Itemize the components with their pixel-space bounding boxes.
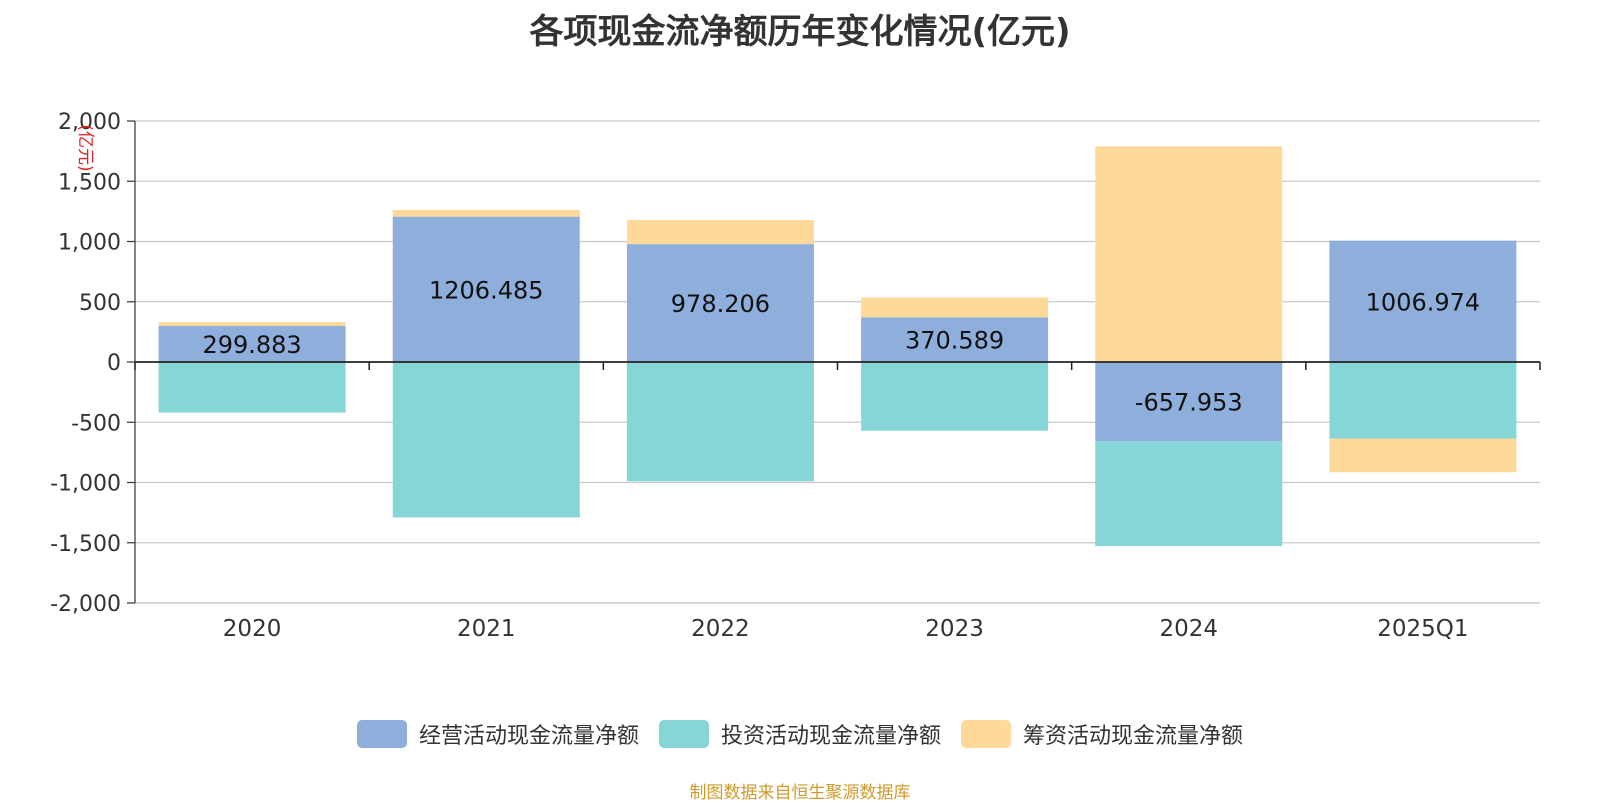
bar-2023-s2 [861,297,1049,318]
bar-2022-s1 [626,362,814,482]
y-tick-label: -500 [71,411,121,436]
bar-2023-s1 [861,362,1049,431]
y-tick-label: 0 [107,351,121,376]
bar-2021-s1 [392,362,580,518]
legend-item-investing[interactable]: 投资活动现金流量净额 [658,718,941,750]
data-label: 299.883 [202,331,301,359]
bar-2024-s0 [1095,362,1283,442]
source-note: 制图数据来自恒生聚源数据库 [689,783,911,803]
bar-2024-s2 [1095,146,1283,362]
bar-2020-s1 [158,362,346,413]
bar-2023-s0 [861,317,1049,362]
bar-2025Q1-s2 [1329,438,1517,473]
bar-2024-s1 [1095,441,1283,547]
data-label: 978.206 [671,290,770,318]
bar-2020-s2 [158,322,346,326]
legend-item-operating[interactable]: 经营活动现金流量净额 [356,718,639,750]
data-label: 370.589 [905,327,1004,355]
bar-2025Q1-s1 [1329,362,1517,439]
bars [158,146,1517,547]
x-tick-label: 2021 [457,616,516,642]
legend-swatch-operating [356,720,407,748]
legend-swatch-investing [658,720,709,748]
x-tick-label: 2024 [1159,616,1218,642]
x-tick-label: 2025Q1 [1377,616,1468,642]
bar-2022-s0 [626,244,814,362]
y-axis-label: (亿元) [75,124,95,171]
legend-label-operating: 经营活动现金流量净额 [418,724,639,749]
y-tick-label: -2,000 [50,592,121,617]
legend: 经营活动现金流量净额 投资活动现金流量净额 筹资活动现金流量净额 [0,718,1600,750]
legend-label-investing: 投资活动现金流量净额 [720,724,941,749]
x-tick-label: 2022 [691,616,750,642]
bar-2020-s0 [158,325,346,362]
legend-label-financing: 筹资活动现金流量净额 [1023,724,1244,749]
bar-2021-s2 [392,209,580,217]
bar-2022-s2 [626,220,814,245]
data-label: 1206.485 [429,276,544,304]
y-tick-label: 500 [79,291,121,316]
y-tick-label: 1,000 [58,231,121,256]
y-tick-label: 2,000 [58,110,121,135]
legend-swatch-financing [961,720,1011,748]
bar-2021-s0 [392,216,580,362]
legend-item-financing[interactable]: 筹资活动现金流量净额 [961,718,1243,750]
x-tick-label: 2020 [223,616,282,642]
axes: 2,000 1,500 1,000 500 0 -500 -1,000 -1,500 -2,00… [50,110,1541,642]
y-tick-label: 1,500 [58,170,121,195]
y-tick-label: -1,500 [50,532,121,557]
bar-2025Q1-s0 [1329,240,1517,362]
grid-lines [135,120,1540,604]
y-tick-label: -1,000 [50,472,121,497]
data-label: 1006.974 [1366,288,1481,316]
data-label: -657.953 [1135,389,1243,417]
x-tick-label: 2023 [925,616,984,642]
chart-title: 各项现金流净额历年变化情况(亿元) [529,12,1071,52]
data-labels: 299.883 1206.485 978.206 370.589 -657.953 100… [202,276,1480,416]
stacked-bar-chart: 2,000 1,500 1,000 500 0 -500 -1,000 -1,500 -2,00… [50,110,1541,642]
